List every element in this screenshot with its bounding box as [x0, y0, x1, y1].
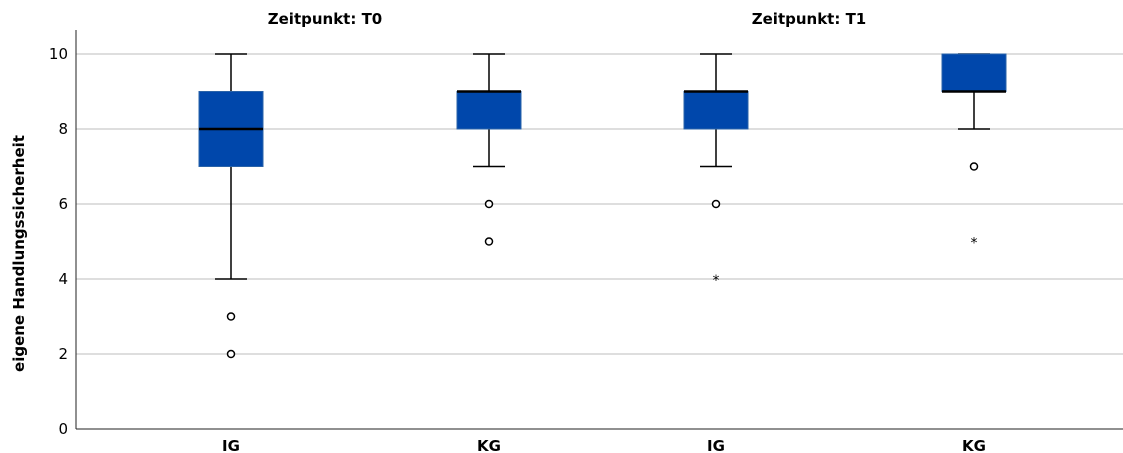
y-tick-label-0: 0 [58, 420, 68, 438]
labels: 0 2 4 6 8 10 eigene Handlungssicherheit Zeitpun… [10, 10, 986, 453]
extreme-p1-kg-0: * [971, 236, 978, 252]
panel-title-1: Zeitpunkt: T1 [752, 10, 867, 28]
x-category-label-p1-ig: IG [707, 437, 725, 453]
y-tick-label-4: 4 [58, 270, 68, 288]
outlier-p0-ig-0 [226, 312, 236, 321]
outlier-p0-ig-1 [226, 349, 236, 359]
y-tick-label-8: 8 [58, 120, 68, 138]
outlier-p0-kg-1 [484, 237, 494, 246]
x-category-label-p0-ig: IG [222, 437, 240, 453]
extreme-p1-ig-0: * [713, 273, 720, 289]
x-category-label-p1-kg: KG [962, 437, 986, 453]
iqr-box-p0-kg [456, 91, 522, 130]
outlier-p1-kg-0 [969, 162, 979, 171]
x-category-label-p0-kg: KG [477, 437, 501, 453]
y-tick-label-6: 6 [58, 195, 68, 213]
outlier-p1-ig-0 [711, 199, 721, 209]
axes [75, 30, 1123, 430]
y-axis-label: eigene Handlungssicherheit [10, 135, 28, 372]
y-tick-label-10: 10 [49, 45, 68, 63]
outlier-p0-kg-0 [484, 199, 494, 209]
iqr-box-p1-kg [941, 53, 1007, 92]
y-tick-label-2: 2 [58, 345, 68, 363]
boxplots: ** [198, 53, 1007, 359]
iqr-box-p1-ig [683, 91, 749, 130]
panel-title-0: Zeitpunkt: T0 [268, 10, 383, 28]
